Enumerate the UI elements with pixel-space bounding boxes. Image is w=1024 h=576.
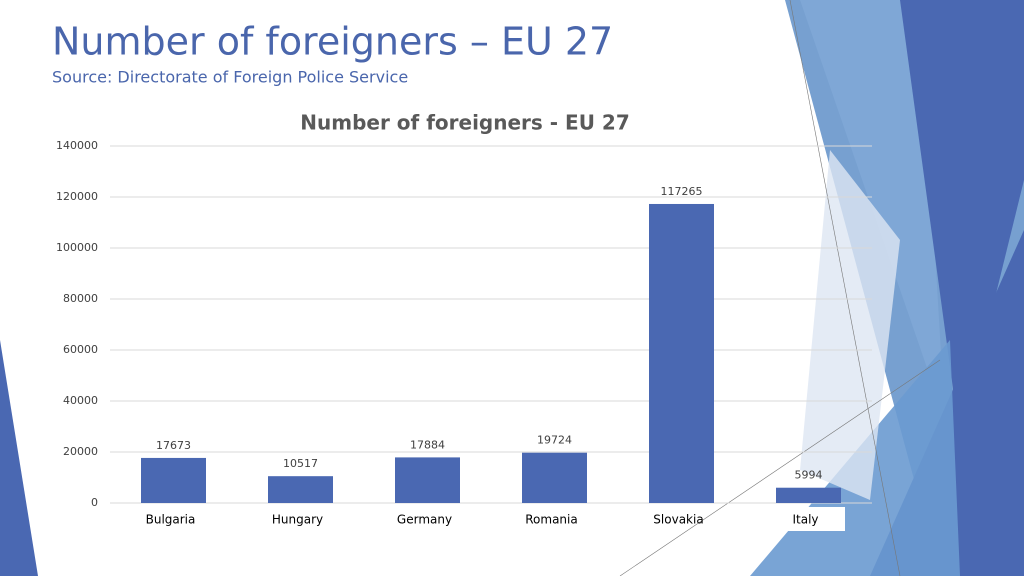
label-backdrop — [745, 507, 845, 531]
bar — [522, 452, 587, 503]
decor — [800, 150, 900, 500]
y-tick-label: 60000 — [63, 343, 98, 356]
y-tick-label: 80000 — [63, 292, 98, 305]
value-label: 17884 — [410, 438, 445, 451]
slide-title: Number of foreigners – EU 27 — [52, 20, 613, 64]
y-tick-label: 0 — [91, 496, 98, 509]
bar — [649, 203, 714, 503]
value-label: 5994 — [795, 469, 823, 482]
decor — [619, 359, 941, 576]
x-tick-label: Germany — [397, 513, 452, 527]
x-tick-label: Hungary — [272, 513, 323, 527]
value-label: 19724 — [537, 434, 572, 447]
slide-subtitle: Source: Directorate of Foreign Police Se… — [52, 68, 408, 87]
value-label: 117265 — [661, 185, 703, 198]
value-label: 17673 — [156, 439, 191, 452]
y-tick-label: 100000 — [56, 241, 98, 254]
decor — [900, 0, 1024, 440]
bar — [268, 476, 333, 503]
x-tick-label: Romania — [525, 513, 577, 527]
decor — [0, 340, 38, 576]
bar — [776, 487, 841, 503]
y-tick-label: 40000 — [63, 394, 98, 407]
x-tick-label: Bulgaria — [146, 513, 196, 527]
x-tick-label: Italy — [792, 513, 818, 527]
value-label: 10517 — [283, 457, 318, 470]
chart-title: Number of foreigners - EU 27 — [300, 111, 629, 135]
decor — [789, 0, 901, 576]
bar — [141, 457, 206, 503]
x-tick-label: Slovakia — [653, 513, 703, 527]
y-tick-label: 120000 — [56, 190, 98, 203]
bar — [395, 457, 460, 503]
y-tick-label: 140000 — [56, 139, 98, 152]
y-tick-label: 20000 — [63, 445, 98, 458]
